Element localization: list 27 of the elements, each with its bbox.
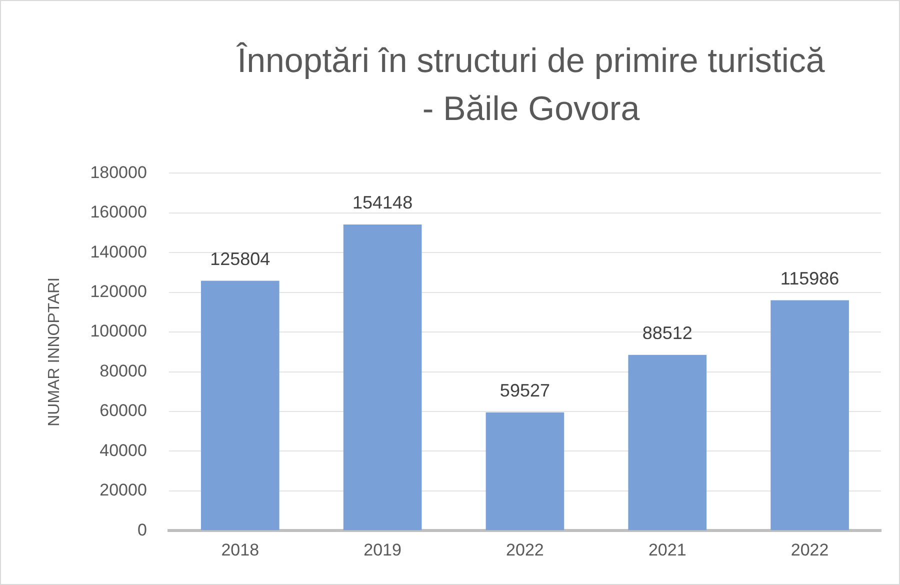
- x-tick-label: 2022: [506, 540, 544, 560]
- bar: [200, 280, 280, 530]
- y-axis-title: NUMAR INNOPTARI: [46, 277, 64, 426]
- y-tick-label: 160000: [90, 202, 147, 222]
- bar: [770, 300, 849, 530]
- bar: [343, 224, 422, 530]
- bar: [628, 354, 707, 530]
- x-tick-label: 2021: [648, 540, 686, 560]
- data-label: 88512: [642, 322, 692, 343]
- data-label: 59527: [500, 380, 550, 400]
- y-tick-label: 100000: [90, 322, 147, 341]
- y-tick-label: 60000: [100, 401, 147, 420]
- x-tick-label: 2018: [221, 540, 260, 560]
- y-tick-label: 80000: [100, 361, 147, 380]
- x-tick-label: 2019: [364, 540, 402, 560]
- data-label: 115986: [780, 268, 840, 288]
- data-label: 154148: [352, 192, 413, 212]
- y-tick-label: 180000: [90, 162, 147, 182]
- chart-title: Înnoptări în structuri de primire turistică - Băile Govora: [235, 41, 826, 130]
- bar: [486, 412, 564, 530]
- y-tick-label: 40000: [100, 440, 147, 460]
- y-tick-label: 120000: [90, 282, 147, 302]
- x-tick-label: 2022: [790, 540, 829, 560]
- y-tick-label: 0: [137, 520, 147, 540]
- y-tick-label: 140000: [90, 242, 147, 262]
- data-label: 125804: [210, 248, 270, 269]
- y-tick-label: 20000: [100, 480, 147, 500]
